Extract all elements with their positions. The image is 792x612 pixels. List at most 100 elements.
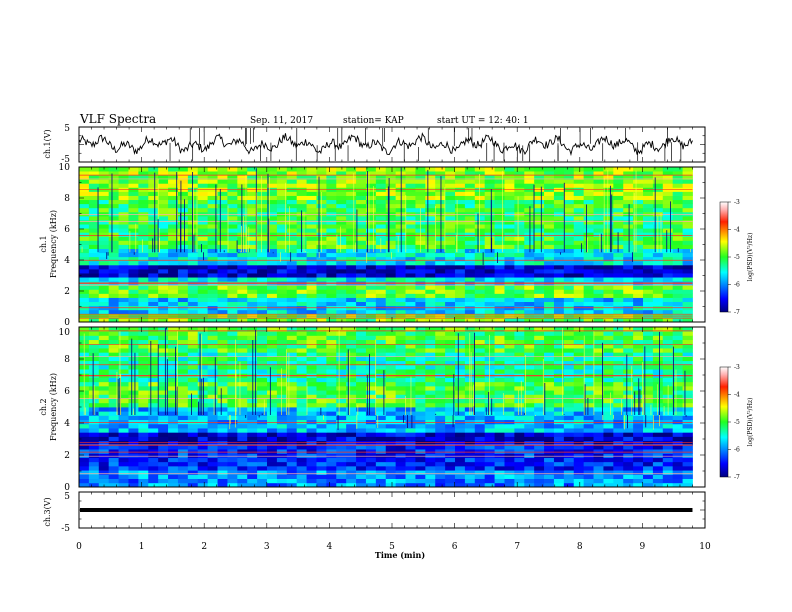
spectrogram-cell [286, 252, 298, 258]
spectrogram-cell [138, 228, 149, 233]
spectrogram-cell [286, 277, 298, 282]
spectrogram-cell [524, 377, 535, 383]
spectrogram-cell [544, 171, 555, 176]
spectrogram-cell [257, 381, 268, 387]
spectrogram-cell [524, 297, 535, 303]
spectrogram-cell [336, 474, 347, 479]
spectrogram-cell [138, 436, 149, 442]
spectrogram-cell [662, 470, 674, 475]
spectrogram-cell [227, 179, 238, 184]
spectrogram-cell [494, 440, 505, 446]
spectrogram-cell [455, 390, 466, 395]
spectrogram-cell [187, 432, 199, 437]
spectrogram-cell [296, 343, 307, 349]
spectrogram-cell [652, 179, 664, 184]
spectrogram-cell [534, 470, 545, 475]
spectrogram-cell [672, 398, 683, 404]
spectrogram-cell [217, 199, 228, 205]
spectrogram-cell [643, 317, 654, 323]
spectrogram-cell [128, 301, 139, 307]
spectrogram-cell [563, 335, 575, 341]
spectrogram-cell [474, 411, 486, 416]
spectrogram-cell [257, 470, 268, 475]
spectrogram-cell [662, 264, 674, 270]
spectrogram-cell [534, 256, 545, 262]
spectrogram-cell [395, 364, 406, 370]
spectrogram-cell [237, 394, 248, 399]
spectrogram-cell [455, 474, 466, 479]
spectrogram-cell [514, 268, 525, 274]
spectrogram-cell [306, 407, 317, 412]
spectrogram-cell [415, 352, 426, 357]
spectrogram-cell [484, 402, 495, 408]
spectrogram-cell [494, 360, 505, 366]
spectrogram-cell [643, 309, 654, 315]
spectrogram-cell [336, 453, 347, 458]
spectrogram-cell [237, 377, 248, 383]
spectrogram-cell [177, 457, 189, 463]
spectrogram-cell [613, 449, 624, 454]
spectrogram-cell [98, 236, 110, 241]
spectrogram-cell [603, 369, 614, 374]
spectrogram-cell [148, 195, 159, 201]
spectrogram-cell [593, 203, 604, 209]
spectrogram-cell [662, 423, 674, 429]
spectrogram-cell [98, 428, 110, 433]
spectrogram-cell [652, 207, 664, 213]
spectrogram-cell [365, 207, 377, 213]
spectrogram-cell [455, 232, 466, 237]
spectrogram-cell [138, 432, 149, 437]
spectrogram-cell [365, 343, 377, 349]
spectrogram-cell [613, 377, 624, 383]
figure-title: VLF Spectra [79, 112, 156, 126]
spectrogram-cell [108, 175, 119, 180]
spectrogram-cell [197, 419, 209, 425]
spectrogram-cell [326, 183, 337, 188]
spectrogram-cell [207, 179, 218, 184]
spectrogram-cell [108, 220, 119, 225]
spectrogram-cell [375, 407, 387, 412]
spectrogram-cell [623, 232, 634, 237]
spectrogram-cell [534, 352, 545, 357]
spectrogram-cell [108, 277, 119, 282]
spectrogram-cell [583, 364, 594, 370]
spectrogram-cell [88, 360, 100, 366]
spectrogram-cell [425, 232, 436, 237]
spectrogram-cell [336, 465, 347, 471]
spectrogram-cell [553, 440, 565, 446]
spectrogram-cell [563, 248, 575, 254]
spectrogram-cell [563, 394, 575, 399]
spectrogram-cell [405, 211, 416, 217]
spectrogram-cell [672, 297, 683, 303]
spectrogram-cell [336, 428, 347, 433]
spectrogram-cell [326, 461, 337, 467]
spectrogram-cell [455, 220, 466, 225]
spectrogram-cell [98, 191, 110, 196]
spectrogram-cell [237, 398, 248, 404]
spectrogram-cell [276, 309, 288, 315]
spectrogram-cell [217, 369, 228, 374]
spectrogram-cell [425, 244, 436, 249]
spectrogram-cell [484, 482, 495, 488]
spectrogram-cell [336, 264, 347, 270]
spectrogram-cell [187, 352, 199, 357]
spectrogram-cell [445, 171, 456, 176]
spectrogram-cell [672, 224, 683, 229]
spectrogram-cell [464, 465, 476, 471]
spectrogram-cell [346, 244, 357, 249]
spectrogram-cell [385, 470, 397, 475]
spectrogram-cell [455, 244, 466, 249]
spectrogram-cell [682, 317, 693, 323]
spectrogram-cell [445, 203, 456, 209]
spectrogram-cell [267, 339, 278, 345]
spectrogram-cell [544, 317, 555, 323]
spectrogram-cell [445, 260, 456, 266]
spectrogram-cell [168, 207, 179, 213]
spectrogram-cell [336, 207, 347, 213]
spectrogram-cell [187, 453, 199, 458]
spectrogram-cell [346, 199, 357, 205]
spectrogram-cell [326, 470, 337, 475]
spectrogram-cell [455, 402, 466, 408]
spectrogram-cell [385, 268, 397, 274]
spectrogram-cell [247, 398, 258, 404]
